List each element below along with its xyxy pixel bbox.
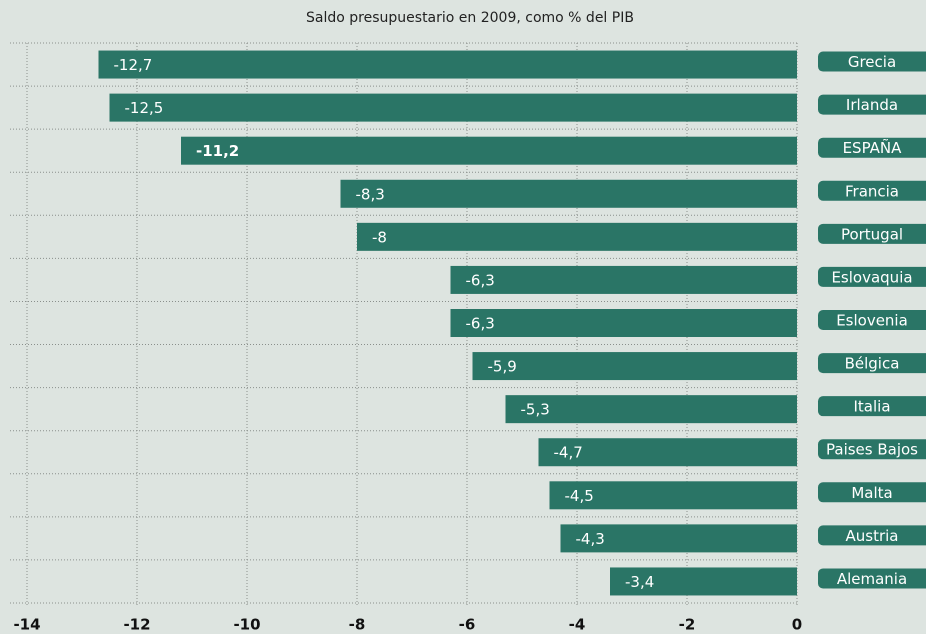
value-label: -8 (372, 228, 387, 246)
category-label: Malta (851, 484, 892, 502)
bar (109, 93, 797, 122)
category-label: Francia (845, 182, 899, 200)
category-tag (818, 568, 926, 589)
value-label: -12,7 (114, 56, 153, 74)
category-tag (818, 396, 926, 417)
bar (560, 524, 797, 553)
value-label: -5,3 (521, 401, 550, 419)
x-tick-label: -8 (349, 616, 366, 634)
category-label: Italia (853, 398, 890, 416)
category-label: Irlanda (846, 96, 898, 114)
category-label: Grecia (848, 53, 896, 71)
value-label: -6,3 (466, 315, 495, 333)
value-label: -5,9 (488, 358, 517, 376)
category-label: Paises Bajos (826, 441, 918, 459)
category-tag (818, 525, 926, 546)
x-tick-label: -4 (569, 616, 586, 634)
value-label: -4,3 (576, 530, 605, 548)
value-label: -4,7 (554, 444, 583, 462)
bar (450, 265, 797, 294)
category-label: Portugal (841, 225, 903, 243)
value-label: -6,3 (466, 271, 495, 289)
value-label: -3,4 (625, 573, 654, 591)
category-tag (818, 180, 926, 201)
bar (538, 438, 797, 467)
value-label: -12,5 (125, 99, 164, 117)
bar (610, 567, 797, 596)
category-tag (818, 223, 926, 244)
bar (549, 481, 797, 510)
value-label: -4,5 (565, 487, 594, 505)
category-label: Eslovaquia (831, 268, 912, 286)
category-label: ESPAÑA (843, 138, 903, 157)
category-tag (818, 353, 926, 374)
category-tag (818, 439, 926, 460)
value-label: -8,3 (356, 185, 385, 203)
bar (340, 179, 797, 208)
category-label: Alemania (837, 570, 907, 588)
x-tick-label: -12 (123, 616, 150, 634)
bar (98, 50, 797, 79)
bar (472, 352, 797, 381)
category-tag (818, 51, 926, 72)
x-tick-label: 0 (792, 616, 802, 634)
bar (357, 222, 797, 251)
bar (181, 136, 797, 165)
category-label: Eslovenia (836, 312, 908, 330)
x-tick-label: -14 (13, 616, 40, 634)
category-tag (818, 94, 926, 115)
category-tag (818, 310, 926, 330)
category-label: Bélgica (845, 355, 900, 373)
category-label: Austria (846, 527, 899, 545)
bar (450, 309, 797, 337)
chart-title: Saldo presupuestario en 2009, como % del… (306, 10, 634, 26)
bar (505, 395, 797, 424)
x-tick-label: -2 (679, 616, 696, 634)
category-tag (818, 266, 926, 287)
value-label: -11,2 (196, 142, 239, 160)
x-tick-label: -6 (459, 616, 476, 634)
x-tick-label: -10 (233, 616, 260, 634)
category-tag (818, 482, 926, 503)
category-tag (818, 137, 926, 158)
